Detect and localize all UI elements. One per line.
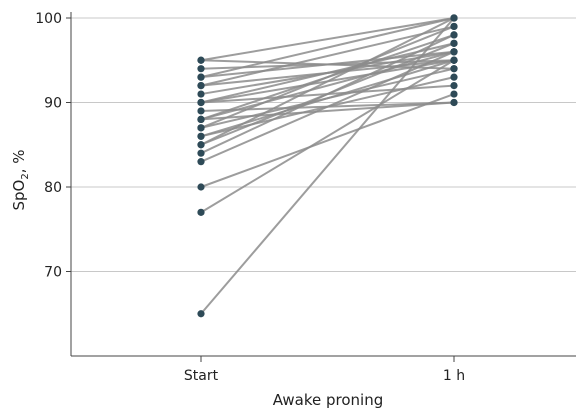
y-tick-label-80: 80 [44, 180, 62, 196]
data-point-14-0 [197, 107, 205, 115]
data-point-25-0 [197, 56, 205, 64]
data-point-8-0 [197, 132, 205, 140]
series-line-14 [200, 101, 455, 112]
y-tick-label-90: 90 [44, 96, 62, 112]
series-line-24 [200, 59, 455, 70]
series-line-12 [200, 101, 455, 121]
series-line-11 [200, 50, 455, 121]
x-tick-label-0: Start [184, 368, 219, 384]
y-axis-title-main: SpO [10, 180, 28, 211]
data-point-20-0 [197, 82, 205, 90]
series-line-1 [200, 59, 455, 214]
data-point-16-1 [450, 39, 458, 47]
x-axis-title: Awake proning [273, 391, 384, 408]
tick-labels: 70 80 90 100 Start 1 h [35, 11, 465, 384]
series-line-15 [200, 84, 455, 104]
data-point-18-0 [197, 90, 205, 98]
series-line-2 [200, 93, 455, 188]
axes [66, 12, 576, 362]
data-point-23-1 [450, 56, 458, 64]
series-line-13 [200, 33, 455, 121]
data-point-15-1 [450, 82, 458, 90]
y-tick-label-70: 70 [44, 265, 62, 281]
data-point-4-0 [197, 149, 205, 157]
data-point-13-1 [450, 31, 458, 39]
data-point-14-1 [450, 98, 458, 107]
data-point-19-1 [450, 22, 458, 31]
data-point-24-1 [450, 65, 458, 73]
data-point-8-1 [450, 73, 458, 81]
series-line-19 [200, 25, 455, 87]
data-point-23-0 [197, 65, 205, 73]
data-point-10-0 [197, 124, 205, 132]
data-points [197, 14, 458, 318]
data-point-22-1 [450, 48, 458, 56]
data-point-1-0 [197, 208, 205, 216]
data-point-2-0 [197, 183, 205, 191]
x-tick-label-1: 1 h [443, 368, 465, 384]
series-line-10 [200, 67, 455, 129]
data-point-2-1 [450, 90, 458, 98]
series-lines [200, 17, 455, 315]
y-axis-title-subscript: 2 [20, 173, 31, 179]
data-point-6-0 [197, 141, 205, 149]
series-line-25 [200, 17, 455, 62]
data-point-17-0 [197, 98, 205, 107]
data-point-0-0 [197, 310, 205, 318]
y-axis-title: SpO2, % [10, 149, 31, 210]
y-axis-title-tail: , % [10, 149, 28, 173]
y-tick-label-100: 100 [35, 11, 62, 27]
data-point-3-0 [197, 158, 205, 166]
data-point-13-0 [197, 115, 205, 123]
data-point-22-0 [197, 73, 205, 81]
gridlines [71, 17, 576, 272]
data-point-25-1 [450, 14, 458, 22]
series-line-20 [200, 59, 455, 87]
